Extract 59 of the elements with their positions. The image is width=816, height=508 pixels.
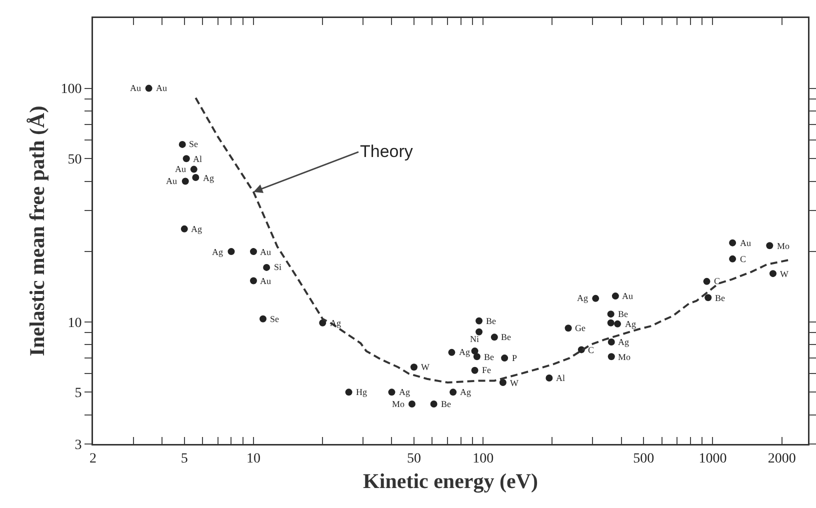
annotation: Au — [156, 83, 168, 93]
annotation: Se — [270, 314, 280, 324]
x-tick-label: 10 — [246, 451, 260, 466]
annotation: Ag — [618, 337, 630, 347]
annotation: Au — [740, 238, 752, 248]
annotation: Au — [175, 164, 186, 174]
annotation: Be — [484, 352, 494, 362]
annotation: Ag — [625, 319, 636, 329]
y-tick-label: 100 — [60, 82, 82, 98]
x-tick-label: 1000 — [698, 451, 727, 466]
annotation: Au — [166, 176, 178, 186]
x-tick-label: 100 — [472, 451, 494, 466]
annotation: Be — [501, 332, 512, 342]
annotation: Be — [486, 316, 496, 326]
x-axis-title: Kinetic energy (eV) — [363, 469, 538, 494]
y-axis-title: Inelastic mean free path (Å) — [25, 106, 50, 356]
annotation: Mo — [618, 352, 631, 362]
annotation: C — [740, 254, 746, 264]
annotation: Au — [260, 247, 272, 257]
x-tick-label: 2000 — [768, 451, 796, 466]
annotation: Ag — [212, 247, 224, 257]
annotation: W — [510, 378, 519, 388]
annotation: Al — [193, 154, 202, 164]
annotation: Fe — [482, 365, 492, 375]
annotation: Au — [622, 291, 634, 301]
annotation: Be — [715, 293, 726, 303]
x-tick-label: 50 — [406, 451, 421, 466]
annotation: Mo — [777, 241, 790, 251]
annotation: Hg — [356, 387, 368, 397]
annotation: Ni — [470, 334, 480, 344]
annotation: Theory — [360, 142, 414, 161]
annotation: Ag — [399, 387, 410, 397]
annotation: Se — [189, 139, 198, 149]
annotation: W — [421, 362, 430, 372]
annotation: Ag — [330, 318, 342, 328]
annotation: Ag — [191, 224, 202, 234]
annotation: Al — [556, 373, 566, 383]
annotation: Ge — [575, 323, 586, 333]
annotation: Mo — [392, 399, 405, 409]
x-tick-label: 5 — [180, 451, 188, 466]
annotation: P — [512, 353, 518, 363]
annotation: Be — [618, 309, 628, 319]
annotation: Au — [260, 276, 272, 286]
annotation: W — [780, 269, 789, 279]
annotation: Ag — [203, 173, 214, 183]
annotation: Ag — [577, 293, 588, 303]
annotation: Au — [130, 83, 142, 93]
y-tick-label: 5 — [74, 386, 82, 402]
annotation: Ag — [460, 387, 472, 397]
y-tick-label: 50 — [68, 152, 82, 168]
annotation: Ag — [459, 347, 470, 357]
x-tick-label: 2 — [90, 451, 96, 466]
y-tick-label: 10 — [68, 316, 82, 331]
x-tick-label: 500 — [633, 451, 654, 466]
y-tick-label: 3 — [74, 438, 82, 453]
annotation: Be — [441, 399, 452, 409]
annotation: C — [714, 276, 720, 286]
annotation: C — [588, 345, 594, 355]
annotation: Si — [274, 262, 282, 272]
